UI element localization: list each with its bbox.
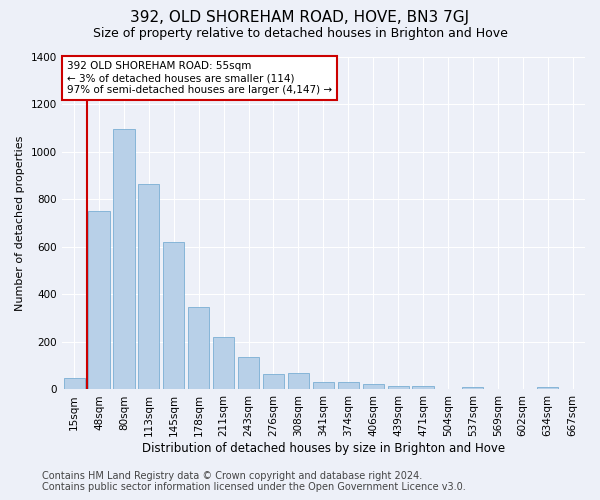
Bar: [313, 382, 334, 390]
Bar: [288, 373, 309, 390]
Bar: [238, 358, 259, 390]
Bar: [64, 378, 85, 390]
Text: Contains HM Land Registry data © Crown copyright and database right 2024.
Contai: Contains HM Land Registry data © Crown c…: [42, 471, 466, 492]
Bar: [138, 184, 160, 390]
Bar: [188, 308, 209, 390]
Bar: [338, 382, 359, 390]
Bar: [537, 386, 558, 390]
Bar: [88, 211, 110, 390]
Y-axis label: Number of detached properties: Number of detached properties: [15, 136, 25, 310]
Bar: [388, 386, 409, 390]
Text: Size of property relative to detached houses in Brighton and Hove: Size of property relative to detached ho…: [92, 28, 508, 40]
Bar: [213, 336, 234, 390]
Text: 392 OLD SHOREHAM ROAD: 55sqm
← 3% of detached houses are smaller (114)
97% of se: 392 OLD SHOREHAM ROAD: 55sqm ← 3% of det…: [67, 62, 332, 94]
Bar: [163, 242, 184, 390]
X-axis label: Distribution of detached houses by size in Brighton and Hove: Distribution of detached houses by size …: [142, 442, 505, 455]
Bar: [113, 129, 134, 390]
Bar: [462, 386, 484, 390]
Text: 392, OLD SHOREHAM ROAD, HOVE, BN3 7GJ: 392, OLD SHOREHAM ROAD, HOVE, BN3 7GJ: [130, 10, 470, 25]
Bar: [263, 374, 284, 390]
Bar: [412, 386, 434, 390]
Bar: [362, 384, 384, 390]
